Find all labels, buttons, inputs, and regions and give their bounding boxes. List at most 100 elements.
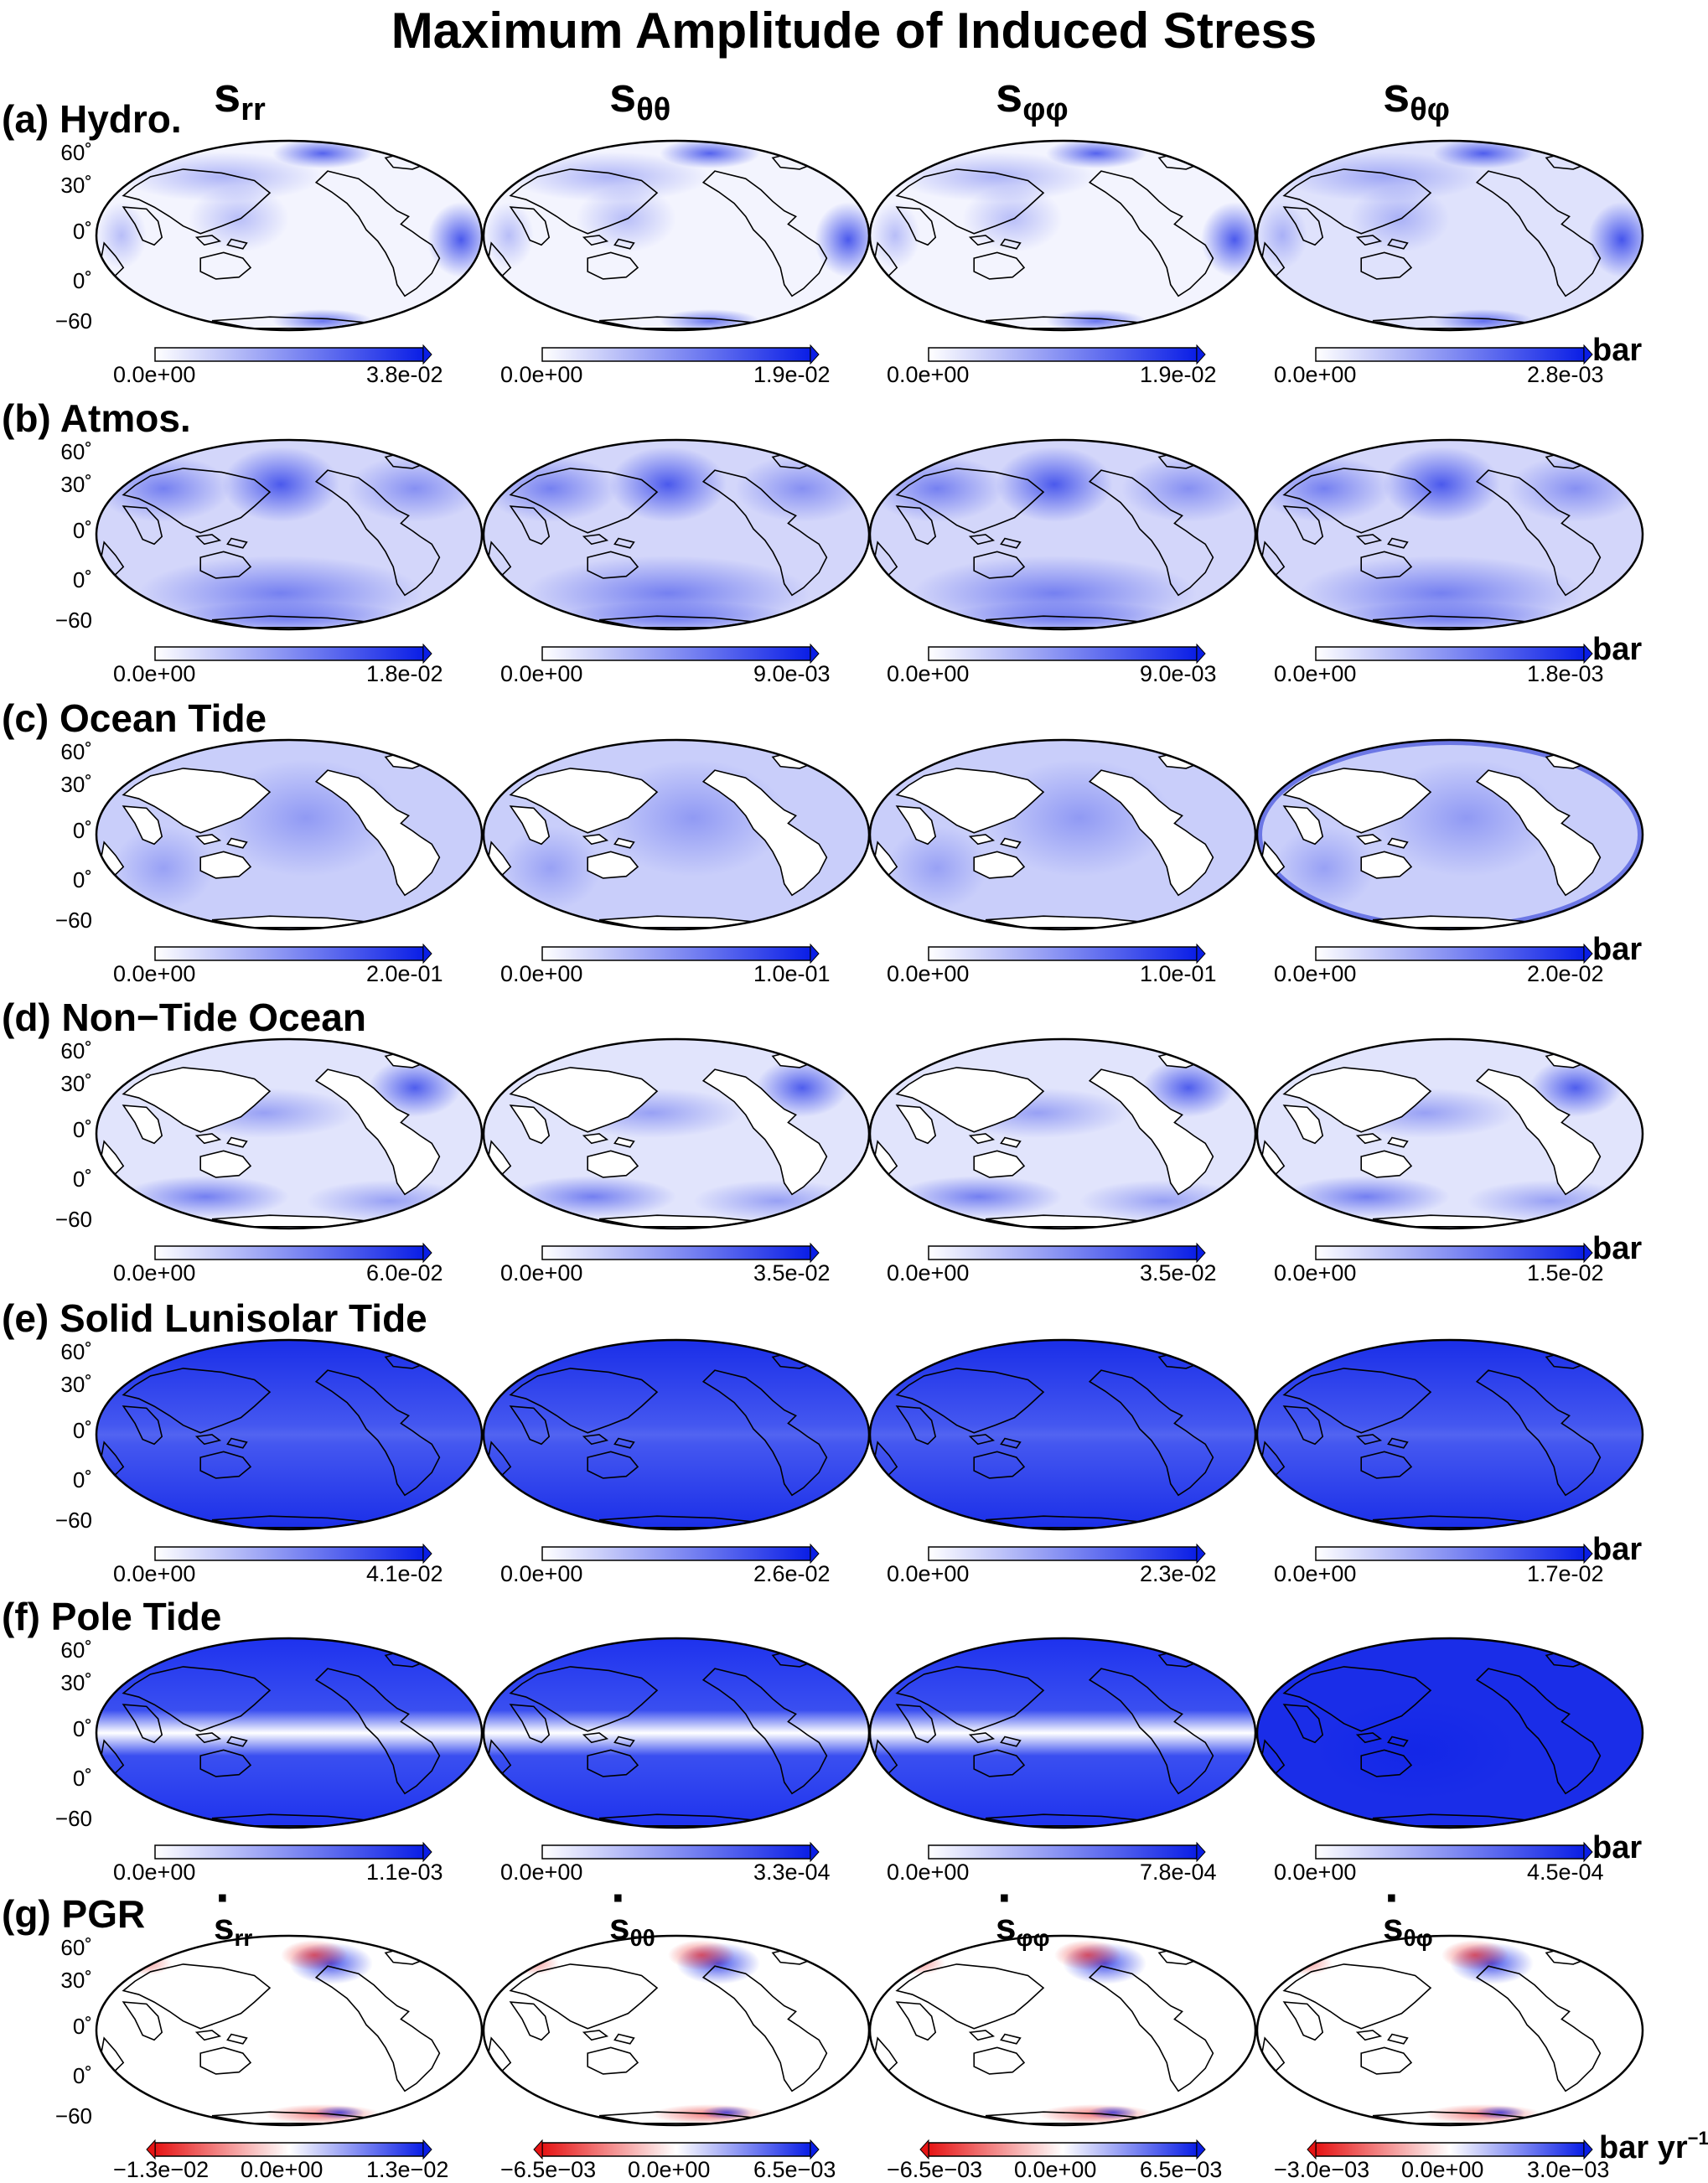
- map-frame: [95, 139, 484, 332]
- colorbar-min-label: 0.0e+00: [887, 1561, 970, 1586]
- map-panel: [1255, 738, 1644, 931]
- column-header: srr: [214, 68, 266, 127]
- map-panel: [95, 438, 484, 631]
- colorbar: [541, 943, 820, 965]
- map-panel: [482, 1934, 871, 2127]
- colorbar-max-label: 2.0e-01: [366, 961, 443, 986]
- map-frame: [1255, 1037, 1644, 1230]
- colorbar-max-label: 2.0e-02: [1527, 961, 1604, 986]
- map-panel: [1255, 438, 1644, 631]
- colorbar-max-label: 2.3e-02: [1140, 1561, 1217, 1586]
- latitude-label: 0˚: [72, 1716, 92, 1741]
- colorbar-unit: bar yr−1: [1599, 2128, 1708, 2165]
- colorbar: [928, 943, 1206, 965]
- colorbar-min-label: 0.0e+00: [500, 1860, 583, 1885]
- latitude-label: −60: [54, 2103, 92, 2129]
- colorbar-max-label: 1.9e-02: [753, 362, 831, 387]
- map-panel: [95, 1338, 484, 1531]
- colorbar-min-label: −6.5e−03: [500, 2157, 597, 2182]
- colorbar: [1315, 643, 1593, 665]
- latitude-label: 30˚: [60, 173, 92, 198]
- column-header: sθφ: [1383, 68, 1450, 127]
- map-frame: [1255, 139, 1644, 332]
- colorbar: [928, 1841, 1206, 1863]
- panel-label: (g) PGR: [2, 1892, 146, 1936]
- colorbar: [1315, 1242, 1593, 1264]
- latitude-label: 0˚: [72, 268, 92, 293]
- colorbar-unit: bar: [1592, 1830, 1643, 1865]
- map-panel: [1255, 1037, 1644, 1230]
- map-panel: [482, 1037, 871, 1230]
- column-header: sφφ: [996, 68, 1069, 127]
- colorbar: [154, 643, 432, 665]
- map-panel: [868, 1637, 1257, 1829]
- map-frame: [95, 1934, 484, 2127]
- map-frame: [95, 438, 484, 631]
- colorbar-min-label: 0.0e+00: [500, 362, 583, 387]
- map-panel: [482, 1637, 871, 1829]
- colorbar: [928, 1242, 1206, 1264]
- colorbar-min-label: 0.0e+00: [500, 1260, 583, 1285]
- colorbar-max-label: 9.0e-03: [753, 661, 831, 686]
- colorbar-min-label: 0.0e+00: [113, 362, 196, 387]
- colorbar: [154, 943, 432, 965]
- latitude-label: 0˚: [72, 518, 92, 543]
- latitude-label: 60˚: [60, 1038, 92, 1063]
- latitude-label: 30˚: [60, 1670, 92, 1695]
- latitude-label: −60: [54, 308, 92, 334]
- latitude-label: 30˚: [60, 1968, 92, 1993]
- colorbar-min-label: 0.0e+00: [1274, 1260, 1357, 1285]
- latitude-label: 30˚: [60, 472, 92, 497]
- colorbar-min-label: 0.0e+00: [887, 362, 970, 387]
- latitude-label: 60˚: [60, 739, 92, 764]
- colorbar-max-label: 1.8e-03: [1527, 661, 1604, 686]
- colorbar: [541, 344, 820, 365]
- map-panel: [95, 1037, 484, 1230]
- latitude-label: −60: [54, 1806, 92, 1831]
- colorbar-min-label: 0.0e+00: [1274, 1561, 1357, 1586]
- colorbar-min-label: 0.0e+00: [887, 1860, 970, 1885]
- colorbar-min-label: 0.0e+00: [1274, 1860, 1357, 1885]
- map-panel: [95, 139, 484, 332]
- map-frame: [1255, 1338, 1644, 1531]
- colorbar-min-label: 0.0e+00: [113, 1260, 196, 1285]
- latitude-label: 0˚: [72, 1467, 92, 1492]
- colorbar-mid-label: 0.0e+00: [1401, 2157, 1484, 2182]
- latitude-label: 0˚: [72, 867, 92, 892]
- colorbar-min-label: 0.0e+00: [500, 1561, 583, 1586]
- column-header: s · rr: [214, 1870, 253, 1952]
- colorbar-max-label: 2.8e-03: [1527, 362, 1604, 387]
- colorbar-min-label: 0.0e+00: [113, 1860, 196, 1885]
- latitude-label: 0˚: [72, 1167, 92, 1192]
- colorbar-max-label: 3.3e-04: [753, 1860, 831, 1885]
- colorbar-max-label: 1.1e-03: [366, 1860, 443, 1885]
- latitude-label: 30˚: [60, 1372, 92, 1397]
- map-panel: [482, 139, 871, 332]
- map-frame: [868, 139, 1257, 332]
- colorbar: [541, 1841, 820, 1863]
- map-frame: [868, 738, 1257, 931]
- latitude-label: 0˚: [72, 567, 92, 592]
- panel-label: (e) Solid Lunisolar Tide: [2, 1296, 427, 1340]
- colorbar-unit: bar: [1592, 1532, 1643, 1567]
- latitude-label: −60: [54, 608, 92, 633]
- column-header: s · θφ: [1383, 1870, 1433, 1952]
- panel-label: (f) Pole Tide: [2, 1595, 222, 1638]
- colorbar-min-label: 0.0e+00: [113, 1561, 196, 1586]
- colorbar-min-label: 0.0e+00: [1274, 661, 1357, 686]
- colorbar: [541, 1543, 820, 1565]
- colorbar-max-label: 3.5e-02: [753, 1260, 831, 1285]
- latitude-label: 0˚: [72, 2063, 92, 2088]
- map-frame: [95, 1637, 484, 1829]
- colorbar: [154, 344, 432, 365]
- map-panel: [482, 738, 871, 931]
- colorbar-max-label: 7.8e-04: [1140, 1860, 1217, 1885]
- colorbar-min-label: −6.5e−03: [887, 2157, 983, 2182]
- coastlines: [1261, 1648, 1601, 1825]
- latitude-label: 0˚: [72, 818, 92, 843]
- colorbar-max-label: 3.0e−03: [1527, 2157, 1610, 2182]
- colorbar-max-label: 6.5e−03: [1140, 2157, 1223, 2182]
- latitude-label: 0˚: [72, 219, 92, 244]
- map-frame: [95, 1338, 484, 1531]
